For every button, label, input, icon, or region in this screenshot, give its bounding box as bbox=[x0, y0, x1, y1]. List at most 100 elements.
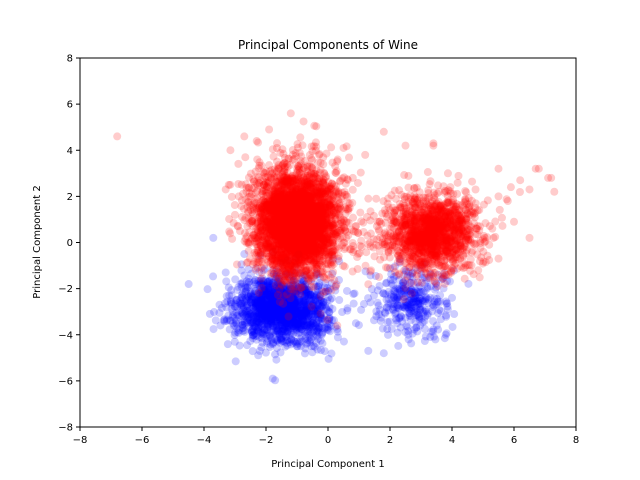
scatter-point-series-0 bbox=[297, 274, 306, 283]
scatter-point-series-0 bbox=[283, 313, 292, 322]
scatter-point-series-1 bbox=[228, 234, 237, 243]
scatter-point-series-0 bbox=[269, 293, 278, 302]
scatter-point-series-0 bbox=[280, 272, 289, 281]
scatter-point-series-0 bbox=[312, 319, 321, 328]
scatter-point-series-0 bbox=[203, 285, 212, 294]
scatter-point-series-1 bbox=[278, 145, 287, 154]
scatter-point-series-0 bbox=[316, 296, 324, 305]
scatter-point-series-0 bbox=[235, 341, 244, 350]
scatter-point-series-0 bbox=[243, 283, 252, 292]
scatter-point-series-0 bbox=[289, 277, 298, 286]
scatter-point-series-0 bbox=[237, 266, 246, 275]
scatter-point-series-0 bbox=[276, 283, 285, 292]
scatter-point-series-0 bbox=[339, 337, 348, 346]
scatter-point-series-0 bbox=[311, 312, 320, 321]
scatter-point-series-0 bbox=[257, 300, 266, 309]
scatter-point-series-0 bbox=[280, 292, 289, 301]
scatter-point-series-0 bbox=[270, 313, 279, 322]
scatter-point-series-0 bbox=[254, 298, 262, 306]
scatter-point-series-0 bbox=[209, 272, 218, 281]
scatter-point-series-0 bbox=[331, 322, 340, 331]
scatter-point-series-0 bbox=[276, 314, 285, 323]
scatter-point-series-0 bbox=[267, 298, 276, 307]
scatter-point-series-0 bbox=[318, 302, 327, 311]
scatter-point-series-0 bbox=[237, 299, 246, 308]
scatter-point-series-0 bbox=[282, 291, 291, 300]
scatter-point-series-0 bbox=[290, 299, 299, 308]
scatter-point-series-0 bbox=[255, 303, 264, 312]
scatter-point-series-0 bbox=[296, 302, 305, 311]
scatter-point-series-0 bbox=[302, 309, 311, 318]
scatter-point-series-0 bbox=[267, 312, 276, 321]
scatter-point-series-0 bbox=[282, 299, 291, 308]
scatter-point-series-1 bbox=[254, 288, 263, 297]
scatter-point-series-0 bbox=[240, 307, 249, 316]
scatter-point-series-0 bbox=[282, 294, 291, 303]
scatter-point-series-0 bbox=[273, 277, 282, 286]
scatter-point-series-0 bbox=[284, 286, 293, 295]
scatter-point-series-0 bbox=[264, 307, 273, 316]
scatter-point-series-0 bbox=[300, 349, 309, 358]
scatter-point-series-0 bbox=[276, 295, 285, 304]
scatter-point-series-0 bbox=[289, 339, 298, 348]
scatter-point-series-0 bbox=[263, 322, 272, 331]
scatter-point-series-0 bbox=[209, 325, 218, 334]
scatter-point-series-0 bbox=[307, 318, 316, 327]
scatter-point-series-0 bbox=[287, 284, 296, 293]
scatter-point-series-0 bbox=[293, 306, 302, 315]
scatter-point-series-0 bbox=[277, 301, 286, 310]
scatter-point-series-0 bbox=[247, 299, 256, 308]
scatter-point-series-0 bbox=[324, 326, 333, 335]
scatter-point-series-0 bbox=[280, 308, 289, 317]
scatter-point-series-0 bbox=[302, 299, 311, 308]
scatter-point-series-0 bbox=[242, 285, 251, 294]
scatter-point-series-0 bbox=[267, 313, 276, 322]
scatter-point-series-0 bbox=[288, 285, 297, 294]
scatter-point-series-0 bbox=[238, 289, 247, 298]
scatter-point-series-1 bbox=[296, 133, 305, 142]
scatter-point-series-0 bbox=[343, 286, 352, 295]
scatter-point-series-0 bbox=[298, 271, 307, 280]
scatter-point-series-0 bbox=[324, 293, 333, 302]
scatter-point-series-0 bbox=[379, 289, 388, 298]
scatter-point-series-0 bbox=[254, 322, 263, 331]
scatter-point-series-0 bbox=[289, 281, 298, 290]
scatter-point-series-0 bbox=[300, 321, 309, 330]
scatter-point-series-0 bbox=[209, 233, 218, 242]
scatter-point-series-0 bbox=[258, 286, 267, 295]
scatter-point-series-0 bbox=[258, 294, 267, 303]
scatter-point-series-0 bbox=[287, 298, 296, 307]
scatter-point-series-0 bbox=[241, 282, 250, 291]
scatter-point-series-0 bbox=[285, 313, 294, 322]
scatter-point-series-0 bbox=[287, 317, 296, 326]
scatter-point-series-1 bbox=[327, 143, 336, 152]
scatter-point-series-0 bbox=[264, 308, 273, 317]
scatter-point-series-0 bbox=[231, 357, 240, 366]
scatter-point-series-0 bbox=[311, 321, 320, 330]
scatter-point-series-0 bbox=[232, 295, 241, 304]
scatter-point-series-0 bbox=[279, 307, 288, 316]
scatter-point-series-0 bbox=[277, 281, 286, 290]
scatter-point-series-0 bbox=[295, 310, 304, 319]
scatter-point-series-0 bbox=[426, 333, 435, 342]
scatter-point-series-0 bbox=[309, 332, 318, 341]
scatter-point-series-0 bbox=[271, 313, 280, 322]
scatter-point-series-0 bbox=[231, 316, 240, 325]
scatter-point-series-0 bbox=[247, 289, 256, 298]
scatter-point-series-0 bbox=[305, 325, 314, 334]
scatter-point-series-0 bbox=[270, 282, 279, 291]
scatter-point-series-0 bbox=[286, 270, 295, 279]
scatter-point-series-0 bbox=[264, 285, 273, 294]
scatter-point-series-0 bbox=[268, 279, 277, 288]
scatter-point-series-0 bbox=[302, 285, 311, 294]
scatter-point-series-0 bbox=[272, 297, 281, 306]
scatter-point-series-0 bbox=[251, 286, 260, 295]
scatter-point-series-0 bbox=[253, 301, 262, 310]
scatter-point-series-0 bbox=[269, 340, 277, 349]
scatter-point-series-0 bbox=[275, 316, 284, 325]
scatter-point-series-0 bbox=[249, 318, 258, 327]
scatter-point-series-0 bbox=[288, 289, 297, 298]
scatter-point-series-0 bbox=[301, 285, 310, 294]
scatter-point-series-0 bbox=[286, 284, 295, 293]
